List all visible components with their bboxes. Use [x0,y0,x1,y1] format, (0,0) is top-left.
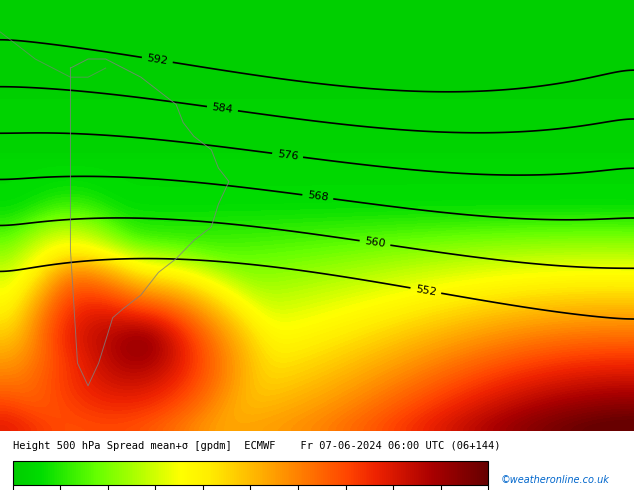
Text: Height 500 hPa Spread mean+σ [gpdm]  ECMWF    Fr 07-06-2024 06:00 UTC (06+144): Height 500 hPa Spread mean+σ [gpdm] ECMW… [13,441,500,451]
Text: 568: 568 [307,191,329,203]
Text: 592: 592 [146,53,169,67]
Text: 576: 576 [276,149,299,162]
Text: ©weatheronline.co.uk: ©weatheronline.co.uk [500,475,609,485]
Text: 560: 560 [364,237,386,249]
Text: 584: 584 [211,102,234,115]
Text: 552: 552 [415,284,437,297]
